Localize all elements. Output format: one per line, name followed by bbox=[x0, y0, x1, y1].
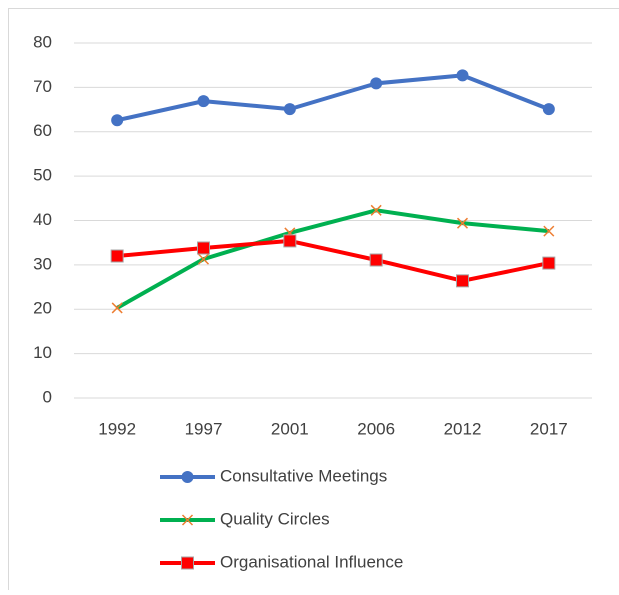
marker bbox=[284, 103, 296, 115]
legend-marker bbox=[182, 471, 194, 483]
marker bbox=[284, 235, 296, 247]
chart-border bbox=[9, 9, 619, 591]
legend-label: Quality Circles bbox=[220, 509, 330, 528]
legend-label: Consultative Meetings bbox=[220, 466, 387, 485]
y-tick-label: 70 bbox=[33, 77, 52, 96]
legend-label: Organisational Influence bbox=[220, 552, 403, 571]
marker bbox=[543, 257, 555, 269]
marker bbox=[457, 275, 469, 287]
x-tick-label: 2001 bbox=[271, 419, 309, 438]
marker bbox=[370, 254, 382, 266]
legend-marker bbox=[182, 557, 194, 569]
marker bbox=[543, 103, 555, 115]
y-tick-label: 40 bbox=[33, 210, 52, 229]
marker bbox=[198, 242, 210, 254]
series-line bbox=[117, 75, 549, 120]
x-tick-label: 2017 bbox=[530, 419, 568, 438]
y-tick-label: 0 bbox=[43, 387, 52, 406]
y-tick-label: 20 bbox=[33, 299, 52, 318]
marker bbox=[370, 77, 382, 89]
series-line bbox=[117, 241, 549, 281]
y-tick-label: 10 bbox=[33, 343, 52, 362]
y-tick-label: 80 bbox=[33, 32, 52, 51]
marker bbox=[198, 95, 210, 107]
marker bbox=[111, 250, 123, 262]
x-tick-label: 2012 bbox=[444, 419, 482, 438]
x-tick-label: 1997 bbox=[185, 419, 223, 438]
x-tick-label: 2006 bbox=[357, 419, 395, 438]
marker bbox=[111, 114, 123, 126]
y-tick-label: 30 bbox=[33, 254, 52, 273]
series-line bbox=[117, 210, 549, 308]
marker bbox=[457, 69, 469, 81]
y-tick-label: 60 bbox=[33, 121, 52, 140]
x-tick-label: 1992 bbox=[98, 419, 136, 438]
y-tick-label: 50 bbox=[33, 166, 52, 185]
